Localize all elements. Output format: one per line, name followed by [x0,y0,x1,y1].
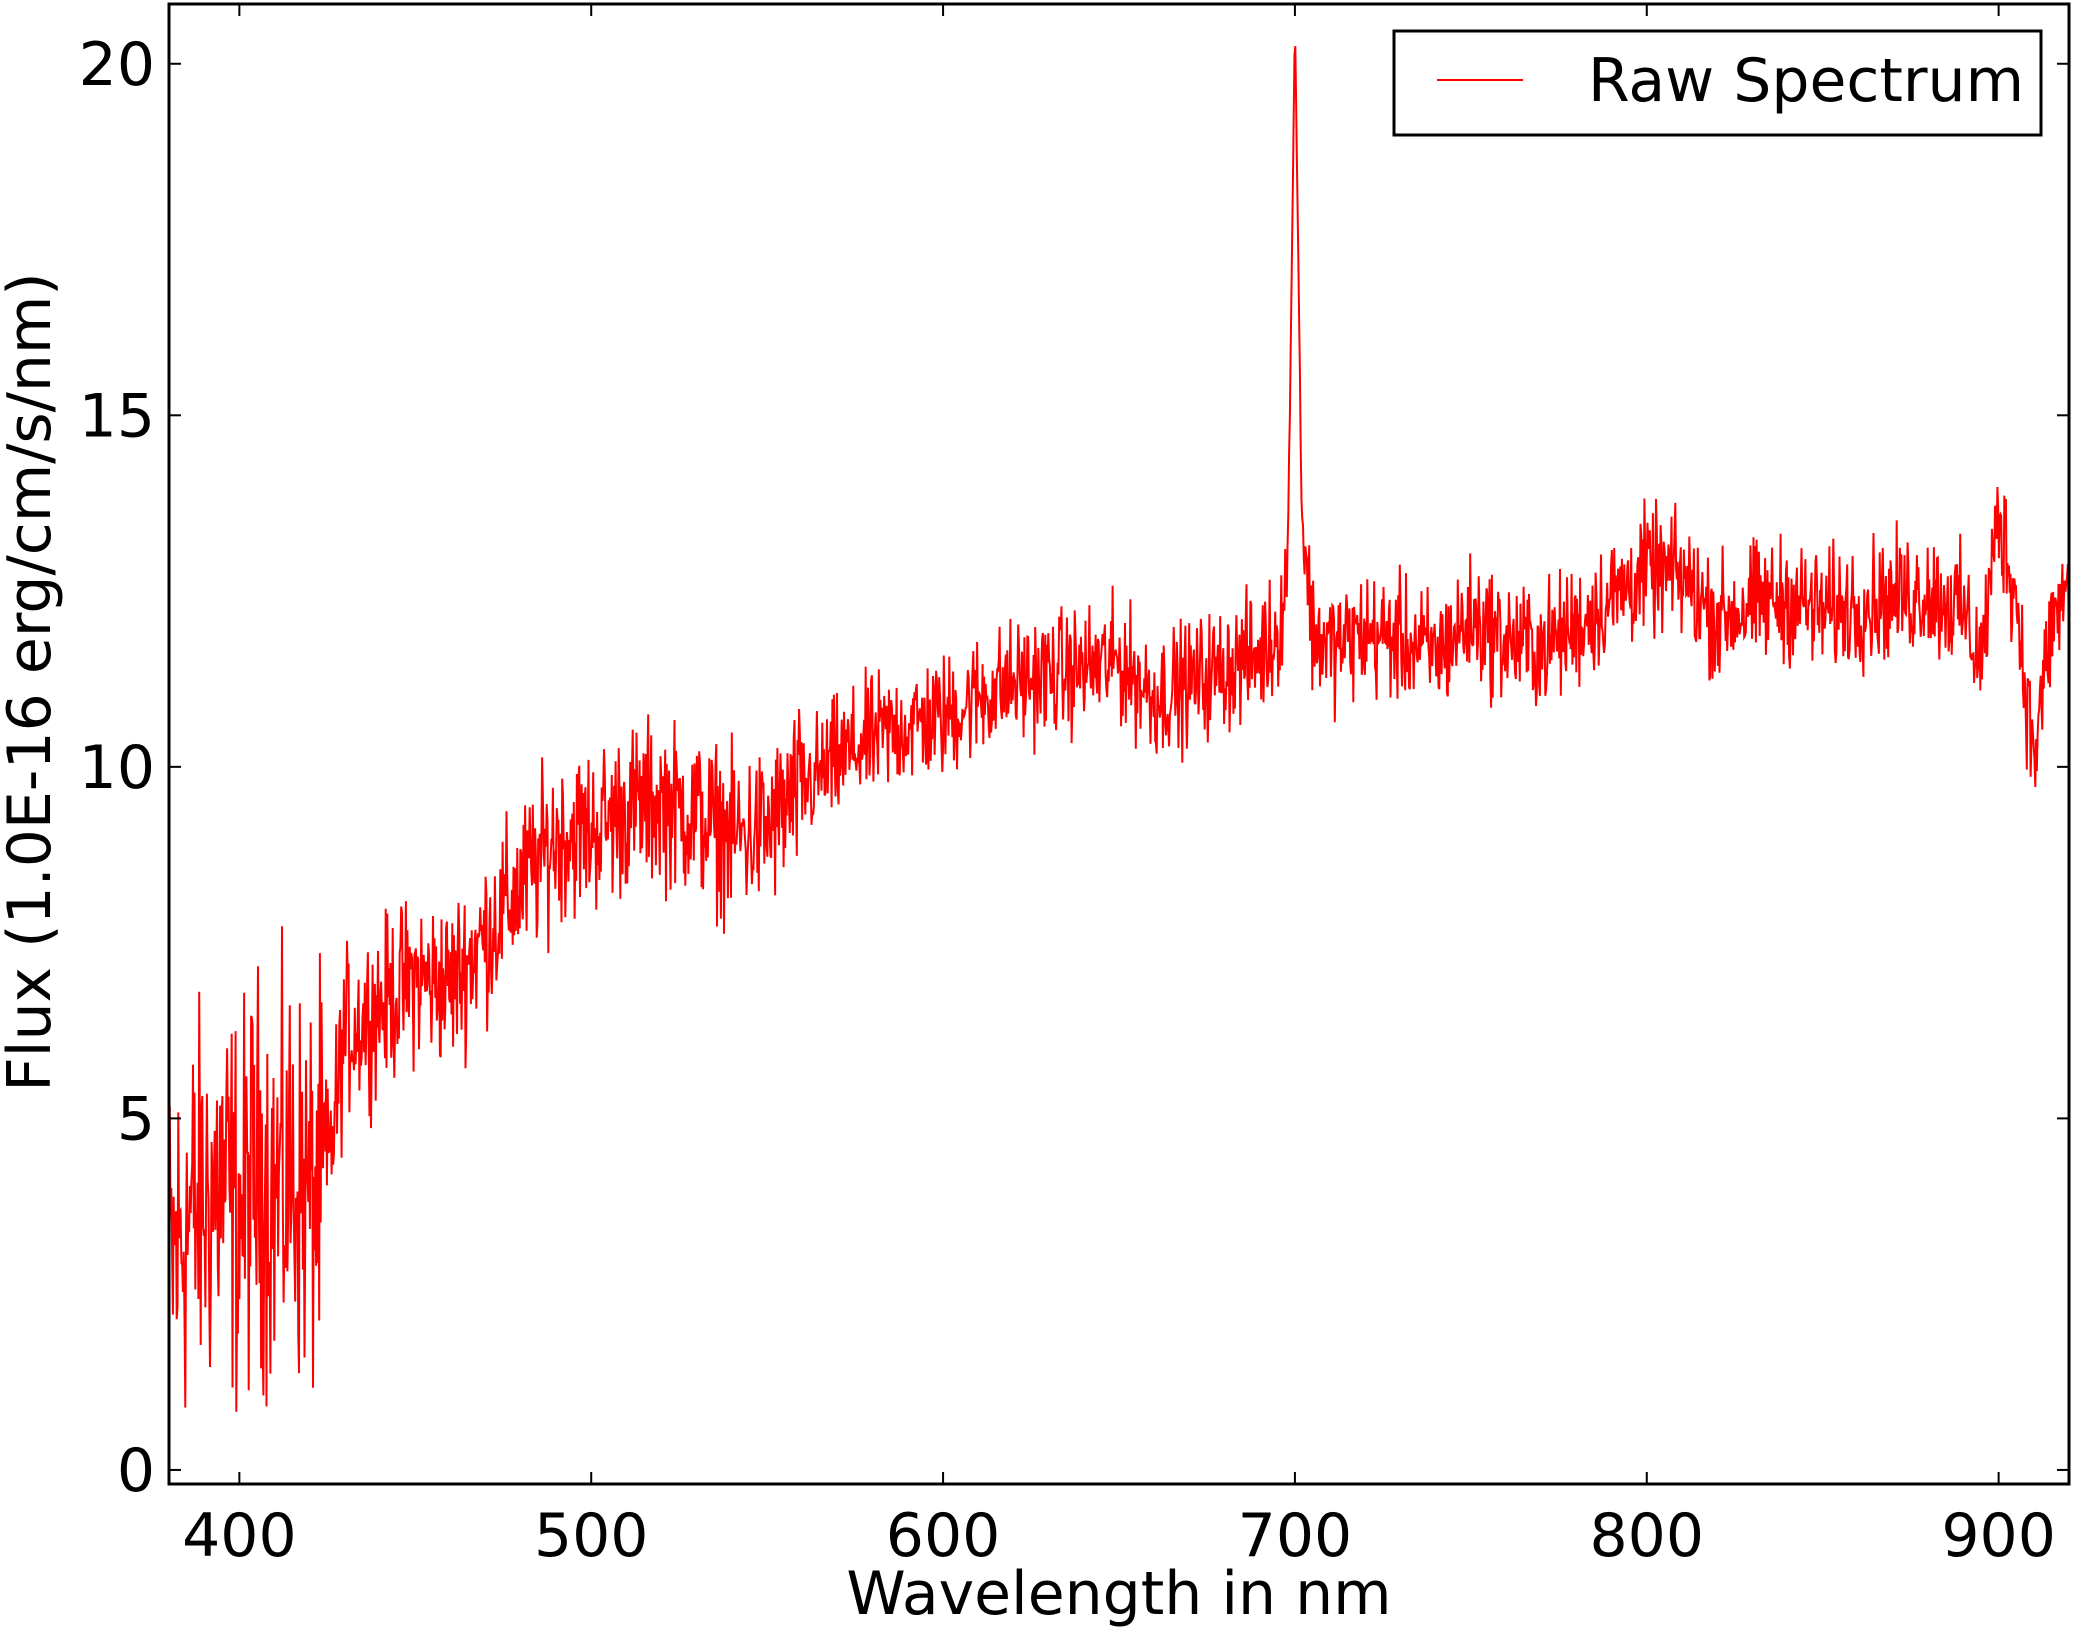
x-tick-label: 600 [886,1501,1001,1571]
x-axis-label: Wavelength in nm [846,1559,1391,1629]
x-tick-label: 900 [1941,1501,2056,1571]
y-tick-label: 20 [79,30,155,100]
y-tick-label: 15 [79,381,155,451]
x-tick-label: 700 [1238,1501,1353,1571]
y-tick-label: 5 [117,1084,155,1154]
x-tick-label: 500 [534,1501,649,1571]
y-tick-label: 10 [79,733,155,803]
plot-area [169,46,2069,1412]
series-line-raw-spectrum [169,46,2069,1412]
x-tick-label: 800 [1590,1501,1705,1571]
legend: Raw Spectrum [1392,29,2043,137]
plot-frame [167,2,2071,1486]
y-tick-label: 0 [117,1436,155,1506]
axis-ticks: 400 500 600 700 800 900 0 5 10 15 20 [79,4,2069,1571]
legend-box [1392,29,2043,137]
y-axis-label: Flux (1.0E-16 erg/cm/s/nm) [0,272,65,1091]
x-tick-label: 400 [182,1501,297,1571]
legend-label: Raw Spectrum [1588,46,2024,116]
